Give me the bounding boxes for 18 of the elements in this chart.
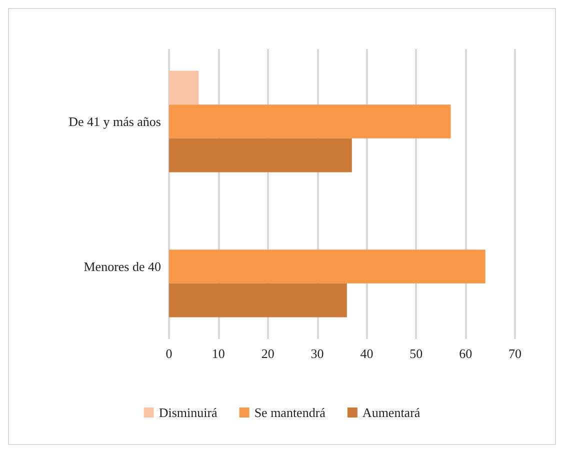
x-tick-label: 50 xyxy=(410,346,423,361)
bar xyxy=(169,70,199,105)
x-tick-label: 10 xyxy=(212,346,225,361)
x-tick-label: 70 xyxy=(508,346,522,361)
bar xyxy=(169,250,486,284)
legend-label: Disminuirá xyxy=(158,405,218,420)
legend-label: Se mantendrá xyxy=(254,405,326,420)
x-tick-label: 30 xyxy=(310,346,324,361)
bar xyxy=(169,138,352,172)
bar xyxy=(169,283,347,318)
legend-label: Aumentará xyxy=(362,405,420,420)
bar xyxy=(169,104,451,138)
y-tick-label: De 41 y más años xyxy=(68,114,161,129)
x-tick-label: 20 xyxy=(261,346,274,361)
y-tick-label: Menores de 40 xyxy=(84,259,161,274)
x-tick-label: 60 xyxy=(459,346,472,361)
x-tick-label: 0 xyxy=(166,346,172,361)
x-tick-label: 40 xyxy=(360,346,374,361)
